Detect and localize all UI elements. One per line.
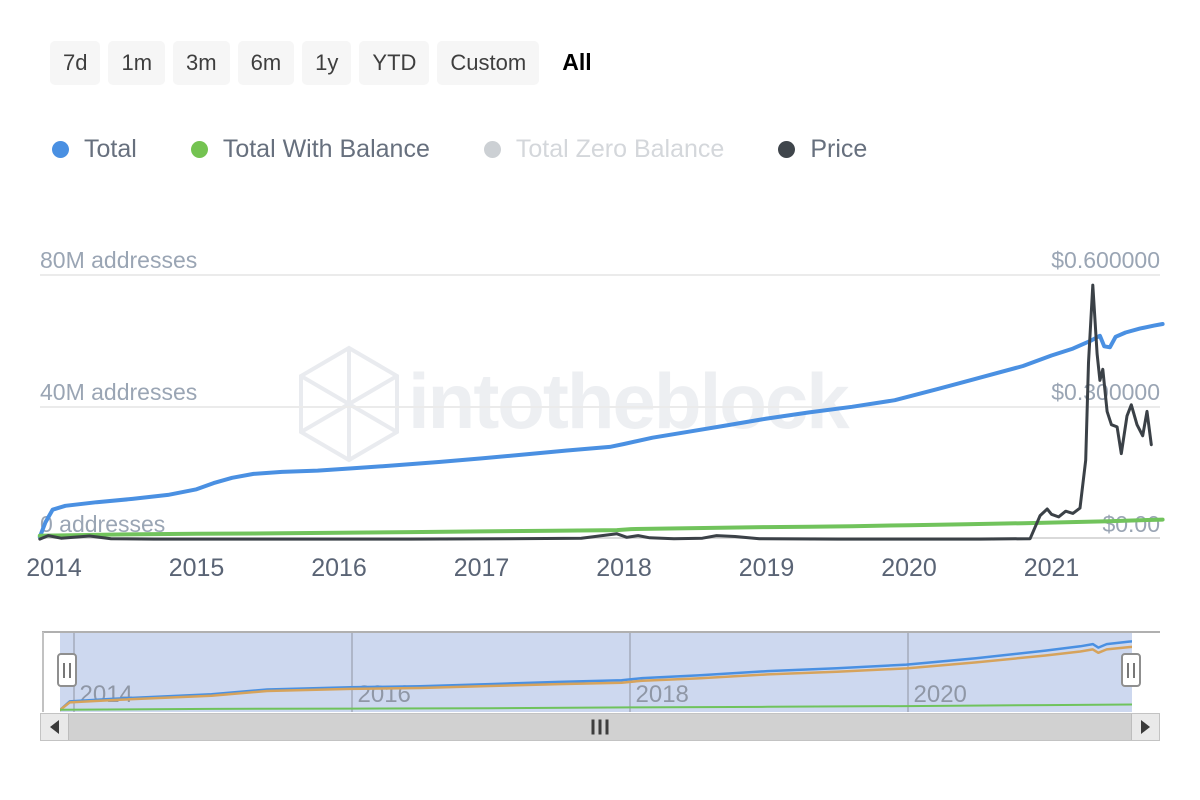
x-axis-line xyxy=(40,537,1160,539)
scrollbar-right-button[interactable] xyxy=(1131,714,1159,740)
y-axis-label-left: 80M addresses xyxy=(40,247,198,273)
navigator-gridline xyxy=(628,633,631,712)
scrollbar-left-button[interactable] xyxy=(41,714,69,740)
scrollbar-track[interactable] xyxy=(40,713,1160,741)
legend-dot-icon xyxy=(190,141,208,158)
navigator-handle-left[interactable] xyxy=(57,653,77,687)
legend-item-price[interactable]: Price xyxy=(778,135,867,164)
range-button-1m[interactable]: 1m xyxy=(108,40,166,85)
gridline xyxy=(40,406,1160,408)
legend-dot-icon xyxy=(483,141,501,158)
range-button-7d[interactable]: 7d xyxy=(50,40,101,85)
legend-label: Total xyxy=(84,135,137,163)
series-path-total-with-balance xyxy=(37,517,1165,538)
range-button-all[interactable]: All xyxy=(547,40,597,85)
y-axis-label-left: 40M addresses xyxy=(40,379,198,405)
scroll-left-icon xyxy=(50,720,59,734)
range-button-ytd[interactable]: YTD xyxy=(359,40,430,85)
series-path-total xyxy=(37,322,1165,539)
navigator-year-label: 2014 xyxy=(79,681,133,708)
navigator-left-border xyxy=(42,632,44,712)
navigator-series-svg xyxy=(60,640,1132,712)
navigator-year-label: 2018 xyxy=(635,681,689,708)
legend-dot-icon xyxy=(52,141,69,158)
legend-label: Price xyxy=(810,135,868,163)
navigator-gridline xyxy=(350,633,353,712)
x-axis-label: 2014 xyxy=(26,554,82,582)
x-axis-label: 2016 xyxy=(311,554,367,582)
legend-item-total[interactable]: Total xyxy=(52,135,137,164)
y-axis-label-right: $0.00 xyxy=(1102,511,1160,537)
legend-item-total-zero-balance[interactable]: Total Zero Balance xyxy=(483,135,725,164)
navigator-selection[interactable]: 2014 2016 2018 2020 xyxy=(60,633,1132,712)
navigator-handle-right[interactable] xyxy=(1121,653,1141,687)
range-button-1y[interactable]: 1y xyxy=(302,40,352,85)
x-axis-label: 2020 xyxy=(881,554,937,582)
x-axis-label: 2018 xyxy=(596,554,652,582)
series-path-total xyxy=(60,640,1132,712)
y-axis-label-left: 0 addresses xyxy=(40,511,166,537)
x-axis-label: 2021 xyxy=(1023,554,1080,582)
intotheblock-logo-icon xyxy=(299,345,399,463)
x-axis-label: 2019 xyxy=(738,554,795,582)
x-axis-label: 2015 xyxy=(168,554,225,582)
y-axis-label-right: $0.600000 xyxy=(1051,247,1160,273)
x-axis-label: 2017 xyxy=(453,554,510,582)
series-path-price xyxy=(38,283,1153,541)
range-button-custom[interactable]: Custom xyxy=(437,40,540,85)
series-path-total-zero-balance xyxy=(60,645,1132,712)
legend-label: Total With Balance xyxy=(222,135,430,163)
range-button-3m[interactable]: 3m xyxy=(173,40,230,85)
range-button-6m[interactable]: 6m xyxy=(237,40,295,85)
legend: Total Total With Balance Total Zero Balanc… xyxy=(52,135,867,164)
handle-grip-icon xyxy=(63,662,65,678)
series-path-total-with-balance xyxy=(60,703,1132,711)
legend-dot-icon xyxy=(778,141,796,158)
scrollbar-grip-icon[interactable] xyxy=(591,719,609,735)
navigator-year-label: 2020 xyxy=(913,681,967,708)
gridline xyxy=(40,274,1160,276)
handle-grip-icon xyxy=(1127,662,1129,678)
scroll-right-icon xyxy=(1141,720,1150,734)
y-axis-label-right: $0.300000 xyxy=(1051,379,1160,405)
legend-item-total-with-balance[interactable]: Total With Balance xyxy=(190,135,430,164)
navigator-gridline xyxy=(906,633,909,712)
range-toolbar: 7d 1m 3m 6m 1y YTD Custom All xyxy=(50,40,598,85)
handle-grip-icon xyxy=(69,662,71,678)
legend-label: Total Zero Balance xyxy=(515,135,725,163)
handle-grip-icon xyxy=(1133,662,1135,678)
navigator-top-border xyxy=(42,631,1160,633)
watermark-text: intotheblock xyxy=(408,357,850,445)
